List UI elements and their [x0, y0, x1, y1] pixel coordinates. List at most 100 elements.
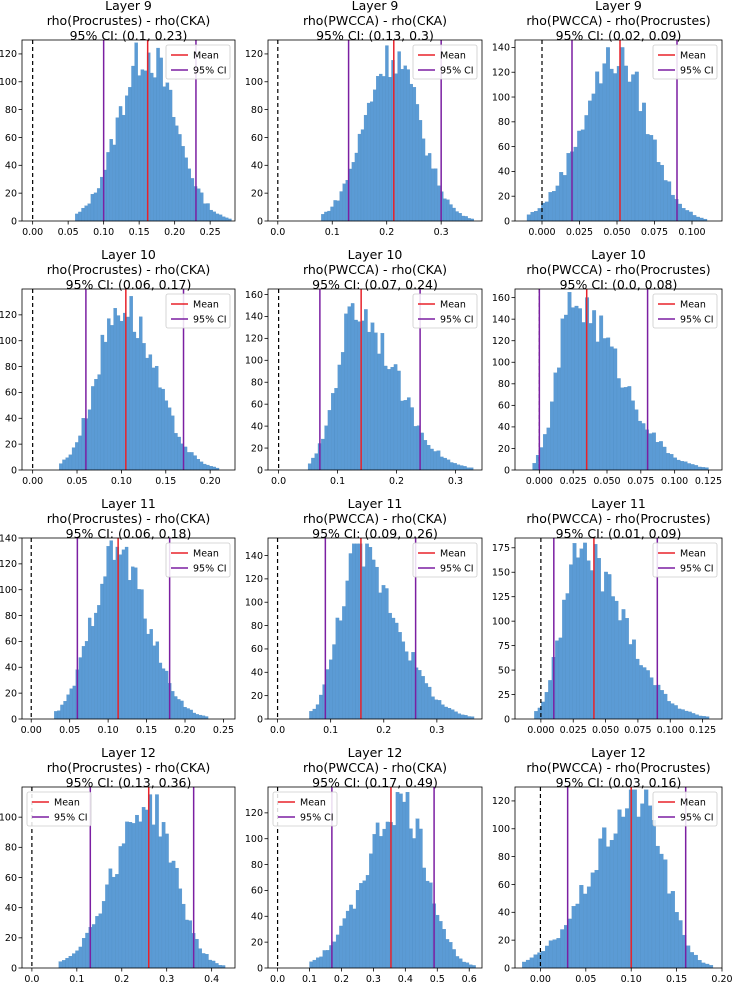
- histogram-bar: [392, 825, 397, 969]
- x-tick-label: 0.10: [111, 476, 132, 487]
- x-tick-label: 0.4: [204, 974, 219, 984]
- histogram-bar: [367, 331, 371, 471]
- histogram-bar: [395, 792, 400, 969]
- histogram-bar: [357, 133, 362, 222]
- histogram-bar: [154, 365, 159, 471]
- histogram-bar: [113, 308, 117, 471]
- histogram-bar: [135, 814, 139, 969]
- x-tick-label: 0.1: [302, 974, 317, 984]
- histogram-bar: [417, 670, 422, 720]
- histogram-bar: [94, 379, 98, 471]
- histogram-bar: [354, 152, 359, 222]
- histogram-bar: [613, 73, 618, 222]
- histogram-bar: [666, 701, 671, 720]
- histogram-bar: [653, 685, 657, 720]
- legend-ci-label: 95% CI: [680, 564, 714, 575]
- histogram-bar: [62, 459, 66, 471]
- histogram-bar: [663, 180, 668, 222]
- histogram-bar: [686, 945, 691, 969]
- histogram-bar: [618, 620, 622, 720]
- histogram-bar: [571, 307, 575, 471]
- histogram-bar: [415, 104, 420, 222]
- histogram-bar: [628, 644, 633, 720]
- histogram-bar: [62, 960, 66, 969]
- histogram-bar: [694, 714, 699, 720]
- histogram-bar: [199, 461, 204, 471]
- histogram-bar: [560, 929, 565, 969]
- histogram-bar: [674, 912, 679, 969]
- subplot-title-line: Layer 9: [352, 0, 399, 13]
- histogram-bar: [424, 155, 429, 222]
- y-tick-label: 0: [504, 963, 510, 974]
- histogram-bar: [339, 191, 343, 222]
- histogram-bar: [609, 346, 614, 471]
- histogram-bar: [634, 71, 639, 222]
- histogram-bar: [625, 808, 630, 969]
- histogram-bar: [145, 357, 149, 471]
- histogram-bar: [401, 641, 406, 720]
- axes-frame: [267, 39, 483, 222]
- subplot-title-line: Layer 12: [101, 745, 156, 760]
- histogram-bar: [349, 904, 353, 969]
- histogram-bar: [562, 175, 567, 222]
- histogram-bar: [544, 945, 550, 969]
- histogram-bar: [68, 955, 73, 969]
- histogram-bar: [669, 454, 674, 471]
- histogram-bar: [106, 546, 110, 720]
- y-tick-label: 80: [498, 379, 510, 390]
- histogram-bar: [94, 612, 98, 720]
- histogram-bar: [373, 332, 378, 471]
- histogram-bar: [205, 954, 209, 969]
- histogram-bar: [448, 942, 453, 969]
- histogram-bar: [100, 334, 105, 471]
- histogram-bar: [660, 164, 664, 222]
- histogram-bar: [609, 68, 614, 222]
- histogram-bar: [378, 592, 383, 720]
- histogram-bar: [350, 303, 355, 471]
- histogram-bar: [452, 949, 456, 969]
- x-tick-label: 0.025: [566, 227, 593, 238]
- histogram-bar: [319, 956, 323, 969]
- histogram-bar: [168, 89, 173, 222]
- histogram-bar: [71, 953, 76, 969]
- histogram-bar: [574, 305, 579, 471]
- histogram-bar: [78, 657, 83, 720]
- histogram-bar: [65, 957, 69, 969]
- histogram-bar: [534, 711, 539, 720]
- histogram-bar: [648, 433, 653, 471]
- axes-frame: [21, 537, 236, 720]
- histogram-bar: [165, 82, 170, 222]
- histogram-bar: [558, 637, 563, 720]
- y-tick-label: 60: [251, 886, 263, 897]
- subplot-title-line: rho(PWCCA) - rho(Procrustes): [526, 511, 710, 526]
- histogram-bar: [152, 645, 156, 720]
- histogram-bar: [171, 116, 176, 222]
- histogram-bar: [708, 965, 714, 969]
- y-tick-label: 20: [251, 937, 263, 948]
- y-tick-label: 25: [498, 690, 510, 701]
- histogram-bar: [454, 711, 458, 720]
- histogram-bar: [592, 310, 597, 471]
- histogram-bar: [588, 323, 593, 471]
- y-tick-label: 75: [498, 641, 510, 652]
- histogram-bar: [446, 199, 450, 222]
- histogram-bar: [121, 843, 126, 969]
- histogram-bar: [652, 432, 656, 471]
- y-tick-label: 120: [245, 334, 263, 345]
- histogram-bar: [377, 353, 381, 471]
- histogram-bar: [388, 77, 392, 222]
- histogram-bar: [685, 210, 690, 222]
- legend-mean-label: Mean: [680, 300, 706, 311]
- histogram-bar: [464, 715, 468, 720]
- histogram-bar: [336, 200, 340, 222]
- histogram-bar: [362, 880, 367, 969]
- histogram-bar: [541, 951, 546, 969]
- histogram-bar: [687, 463, 692, 471]
- x-tick-label: 0.1: [69, 974, 84, 984]
- subplot-title-line: 95% CI: (0.13, 0.36): [66, 775, 192, 790]
- histogram-bar: [91, 924, 96, 969]
- subplot-title-line: rho(PWCCA) - rho(CKA): [303, 511, 447, 526]
